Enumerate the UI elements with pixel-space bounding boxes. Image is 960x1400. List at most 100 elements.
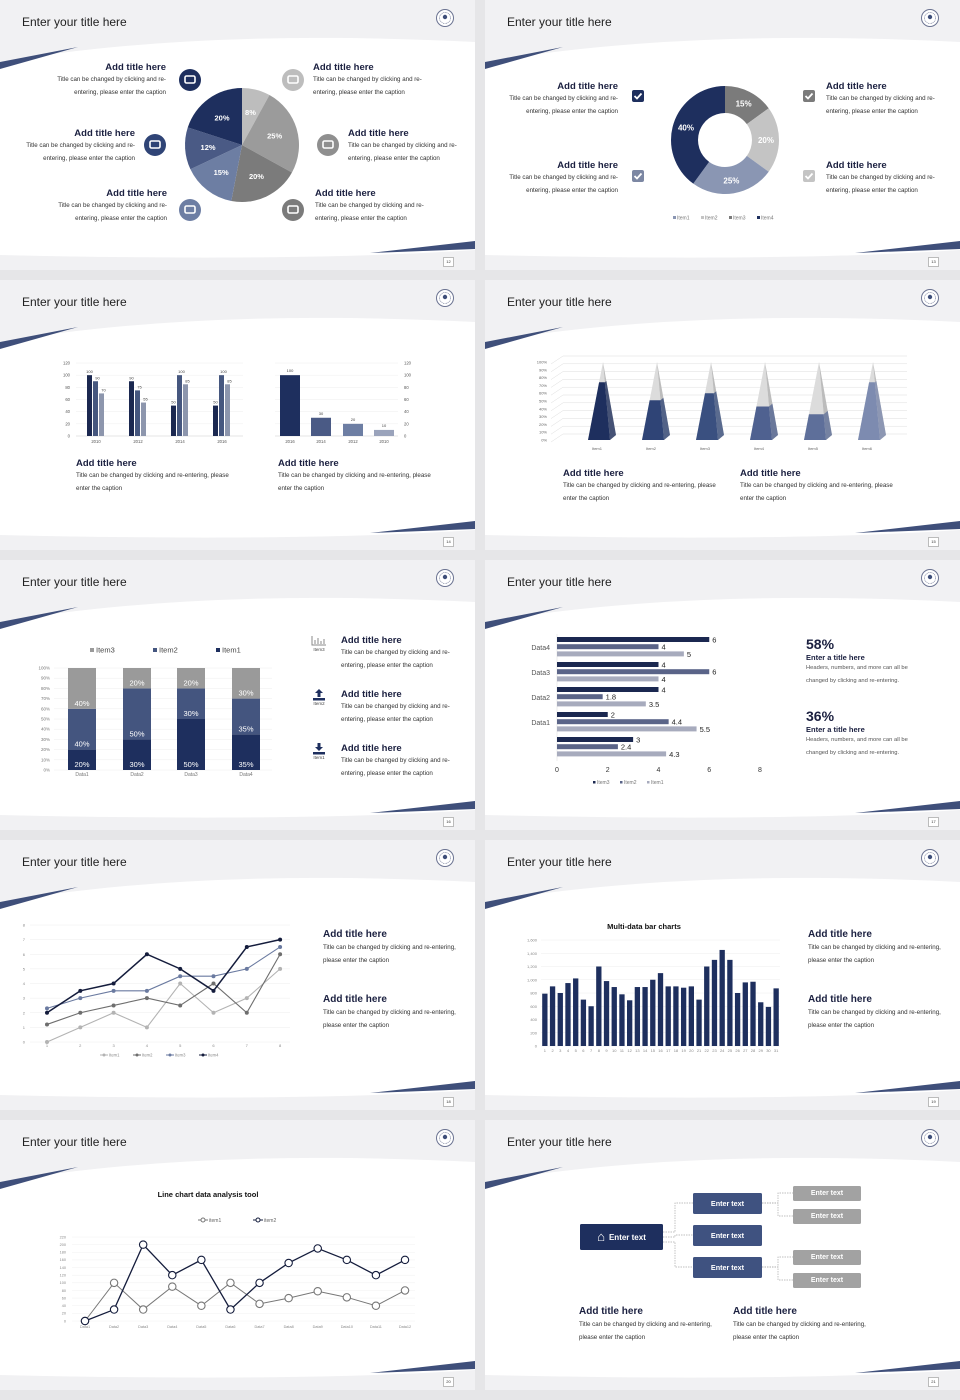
bicycle-icon <box>282 199 304 221</box>
bar-segment <box>177 719 205 770</box>
data-point <box>111 1010 116 1015</box>
text-block[interactable]: Add title here Title can be changed by cl… <box>5 127 135 165</box>
bar <box>549 986 556 1046</box>
text-block[interactable]: Add title here Title can be changed by cl… <box>37 187 167 225</box>
text-block[interactable]: Add title here Title can be changed by cl… <box>733 1305 868 1344</box>
bar-segment <box>68 708 96 750</box>
bar <box>742 982 748 1046</box>
text-block[interactable]: Add title here Title can be changed by cl… <box>579 1305 714 1344</box>
slide-title[interactable]: Enter your title here <box>507 575 612 589</box>
text-block[interactable]: Add title here Title can be changed by cl… <box>36 61 166 99</box>
y-tick-label: 0 <box>404 434 407 439</box>
node-label: Enter text <box>810 1254 844 1261</box>
bar-value-label: 10 <box>382 423 387 428</box>
bar <box>557 719 669 725</box>
x-tick-label: 21 <box>697 1048 702 1053</box>
y-tick-label: 40 <box>62 1304 66 1308</box>
text-block[interactable]: Add title here Title can be changed by cl… <box>808 993 943 1032</box>
text-block[interactable]: Add title here Title can be changed by cl… <box>341 688 471 726</box>
data-point <box>111 1003 116 1008</box>
y-tick-label: 1 <box>23 1025 26 1030</box>
tree-node[interactable]: Enter text <box>693 1257 762 1278</box>
text-block[interactable]: Add title here Title can be changed by cl… <box>341 634 471 672</box>
text-block[interactable]: Add title here Title can be changed by cl… <box>488 159 618 197</box>
slide-title[interactable]: Enter your title here <box>507 855 612 869</box>
legend-label: Item3 <box>733 216 746 222</box>
x-tick-label: 1 <box>46 1043 49 1048</box>
bar <box>704 966 710 1046</box>
text-block[interactable]: Add title here Title can be changed by cl… <box>488 80 618 118</box>
data-point <box>138 1240 148 1249</box>
slide-title[interactable]: Enter your title here <box>507 295 612 309</box>
bar <box>680 987 687 1046</box>
checkbox-icon[interactable] <box>803 170 815 182</box>
bar-value-label: 100 <box>178 369 185 374</box>
slide-title[interactable]: Enter your title here <box>22 295 127 309</box>
bar <box>557 644 659 650</box>
stat-value: 58% <box>806 636 835 652</box>
bar-value-label: 4.4 <box>672 718 682 727</box>
block-title: Add title here <box>557 81 618 92</box>
x-tick-label: 2014 <box>175 439 185 444</box>
slide-title[interactable]: Enter your title here <box>22 575 127 589</box>
university-logo <box>921 9 939 27</box>
accent-stripe <box>855 521 960 533</box>
text-block[interactable]: Add title here Title can be changed by cl… <box>323 928 458 967</box>
tree-leaf[interactable]: Enter text <box>793 1250 861 1265</box>
x-tick-label: 6 <box>707 767 711 774</box>
accent-stripe <box>855 1361 960 1373</box>
checkbox-icon[interactable] <box>632 170 644 182</box>
text-block[interactable]: Add title here Title can be changed by cl… <box>740 467 905 505</box>
x-tick-label: 16 <box>658 1048 663 1053</box>
bar <box>93 381 98 436</box>
gridline <box>550 371 907 380</box>
text-block[interactable]: Add title here Title can be changed by cl… <box>76 457 241 495</box>
slide-background <box>0 849 475 1098</box>
bar <box>557 744 618 750</box>
segment-label: 30% <box>183 709 198 718</box>
slide-title[interactable]: Enter your title here <box>507 1135 612 1149</box>
bar-value-label: 55 <box>143 397 148 402</box>
stat-caption: Headers, numbers, and more can all be ch… <box>806 665 908 684</box>
text-block[interactable]: Add title here Title can be changed by cl… <box>826 159 956 197</box>
page-number: 19 <box>928 1097 939 1107</box>
text-block[interactable]: Add title here Title can be changed by cl… <box>348 127 475 165</box>
text-block[interactable]: Add title here Title can be changed by cl… <box>563 467 728 505</box>
data-point <box>400 1286 410 1295</box>
text-block[interactable]: Add title here Title can be changed by cl… <box>808 928 943 967</box>
tree-node[interactable]: Enter text <box>693 1193 762 1214</box>
bar <box>557 637 710 642</box>
legend-marker <box>102 1053 106 1057</box>
text-block[interactable]: Add title here Title can be changed by cl… <box>341 742 471 780</box>
legend-marker <box>135 1053 139 1057</box>
text-block[interactable]: Add title here Title can be changed by cl… <box>315 187 445 225</box>
slide-title[interactable]: Enter your title here <box>22 855 127 869</box>
slide-title[interactable]: Enter your title here <box>22 1135 127 1149</box>
segment-label: 20% <box>129 678 144 687</box>
slide-title[interactable]: Enter your title here <box>22 15 127 29</box>
block-title: Add title here <box>278 458 339 469</box>
text-block[interactable]: Add title here Title can be changed by cl… <box>313 61 443 99</box>
text-block[interactable]: Add title here Title can be changed by cl… <box>826 80 956 118</box>
bar <box>557 993 563 1046</box>
slide-title[interactable]: Enter your title here <box>507 15 612 29</box>
slide-15: Enter your title here 15 0% 10% 20% 30% 40% 50%… <box>485 280 960 550</box>
checkbox-icon[interactable] <box>632 90 644 102</box>
data-point <box>255 1278 264 1288</box>
donut-slice <box>671 86 725 184</box>
text-block[interactable]: Add title here Title can be changed by cl… <box>323 993 458 1032</box>
tree-leaf[interactable]: Enter text <box>793 1273 861 1288</box>
tree-leaf[interactable]: Enter text <box>793 1186 861 1201</box>
bar-value-label: 100 <box>287 368 294 373</box>
tree-leaf[interactable]: Enter text <box>793 1209 861 1224</box>
block-caption: Title can be changed by clicking and re-… <box>740 482 893 502</box>
bar <box>619 994 625 1046</box>
node-label: Enter text <box>810 1190 844 1197</box>
tree-root[interactable]: ⌂ Enter text <box>580 1224 663 1250</box>
checkbox-icon[interactable] <box>803 90 815 102</box>
accent-stripe <box>485 1167 563 1189</box>
multi-bar-chart: Multi-data bar charts 0 200 400 600 800 1,000 1… <box>527 922 780 1053</box>
text-block[interactable]: Add title here Title can be changed by cl… <box>278 457 443 495</box>
tree-node[interactable]: Enter text <box>693 1225 762 1246</box>
pyramid-bar <box>858 362 886 440</box>
